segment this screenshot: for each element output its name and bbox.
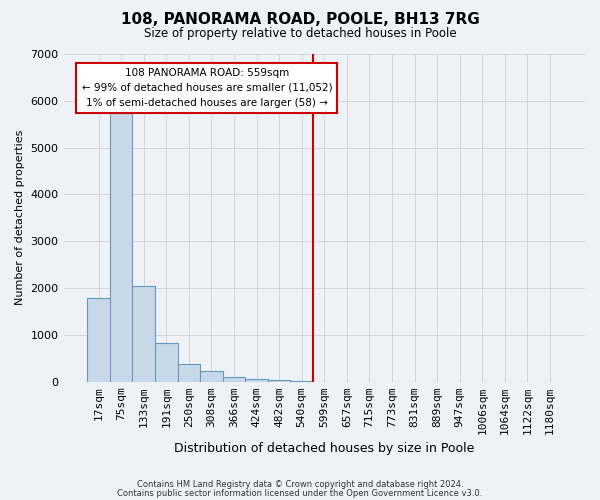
X-axis label: Distribution of detached houses by size in Poole: Distribution of detached houses by size … <box>174 442 475 455</box>
Bar <box>87 298 110 382</box>
Bar <box>155 343 178 382</box>
Bar <box>200 372 223 382</box>
Bar <box>133 286 155 382</box>
Text: 108, PANORAMA ROAD, POOLE, BH13 7RG: 108, PANORAMA ROAD, POOLE, BH13 7RG <box>121 12 479 28</box>
Text: 108 PANORAMA ROAD: 559sqm
← 99% of detached houses are smaller (11,052)
1% of se: 108 PANORAMA ROAD: 559sqm ← 99% of detac… <box>82 68 332 108</box>
Bar <box>178 364 200 382</box>
Y-axis label: Number of detached properties: Number of detached properties <box>15 130 25 306</box>
Bar <box>268 380 290 382</box>
Text: Size of property relative to detached houses in Poole: Size of property relative to detached ho… <box>143 28 457 40</box>
Text: Contains public sector information licensed under the Open Government Licence v3: Contains public sector information licen… <box>118 489 482 498</box>
Text: Contains HM Land Registry data © Crown copyright and database right 2024.: Contains HM Land Registry data © Crown c… <box>137 480 463 489</box>
Bar <box>110 113 133 382</box>
Bar <box>223 376 245 382</box>
Bar <box>245 378 268 382</box>
